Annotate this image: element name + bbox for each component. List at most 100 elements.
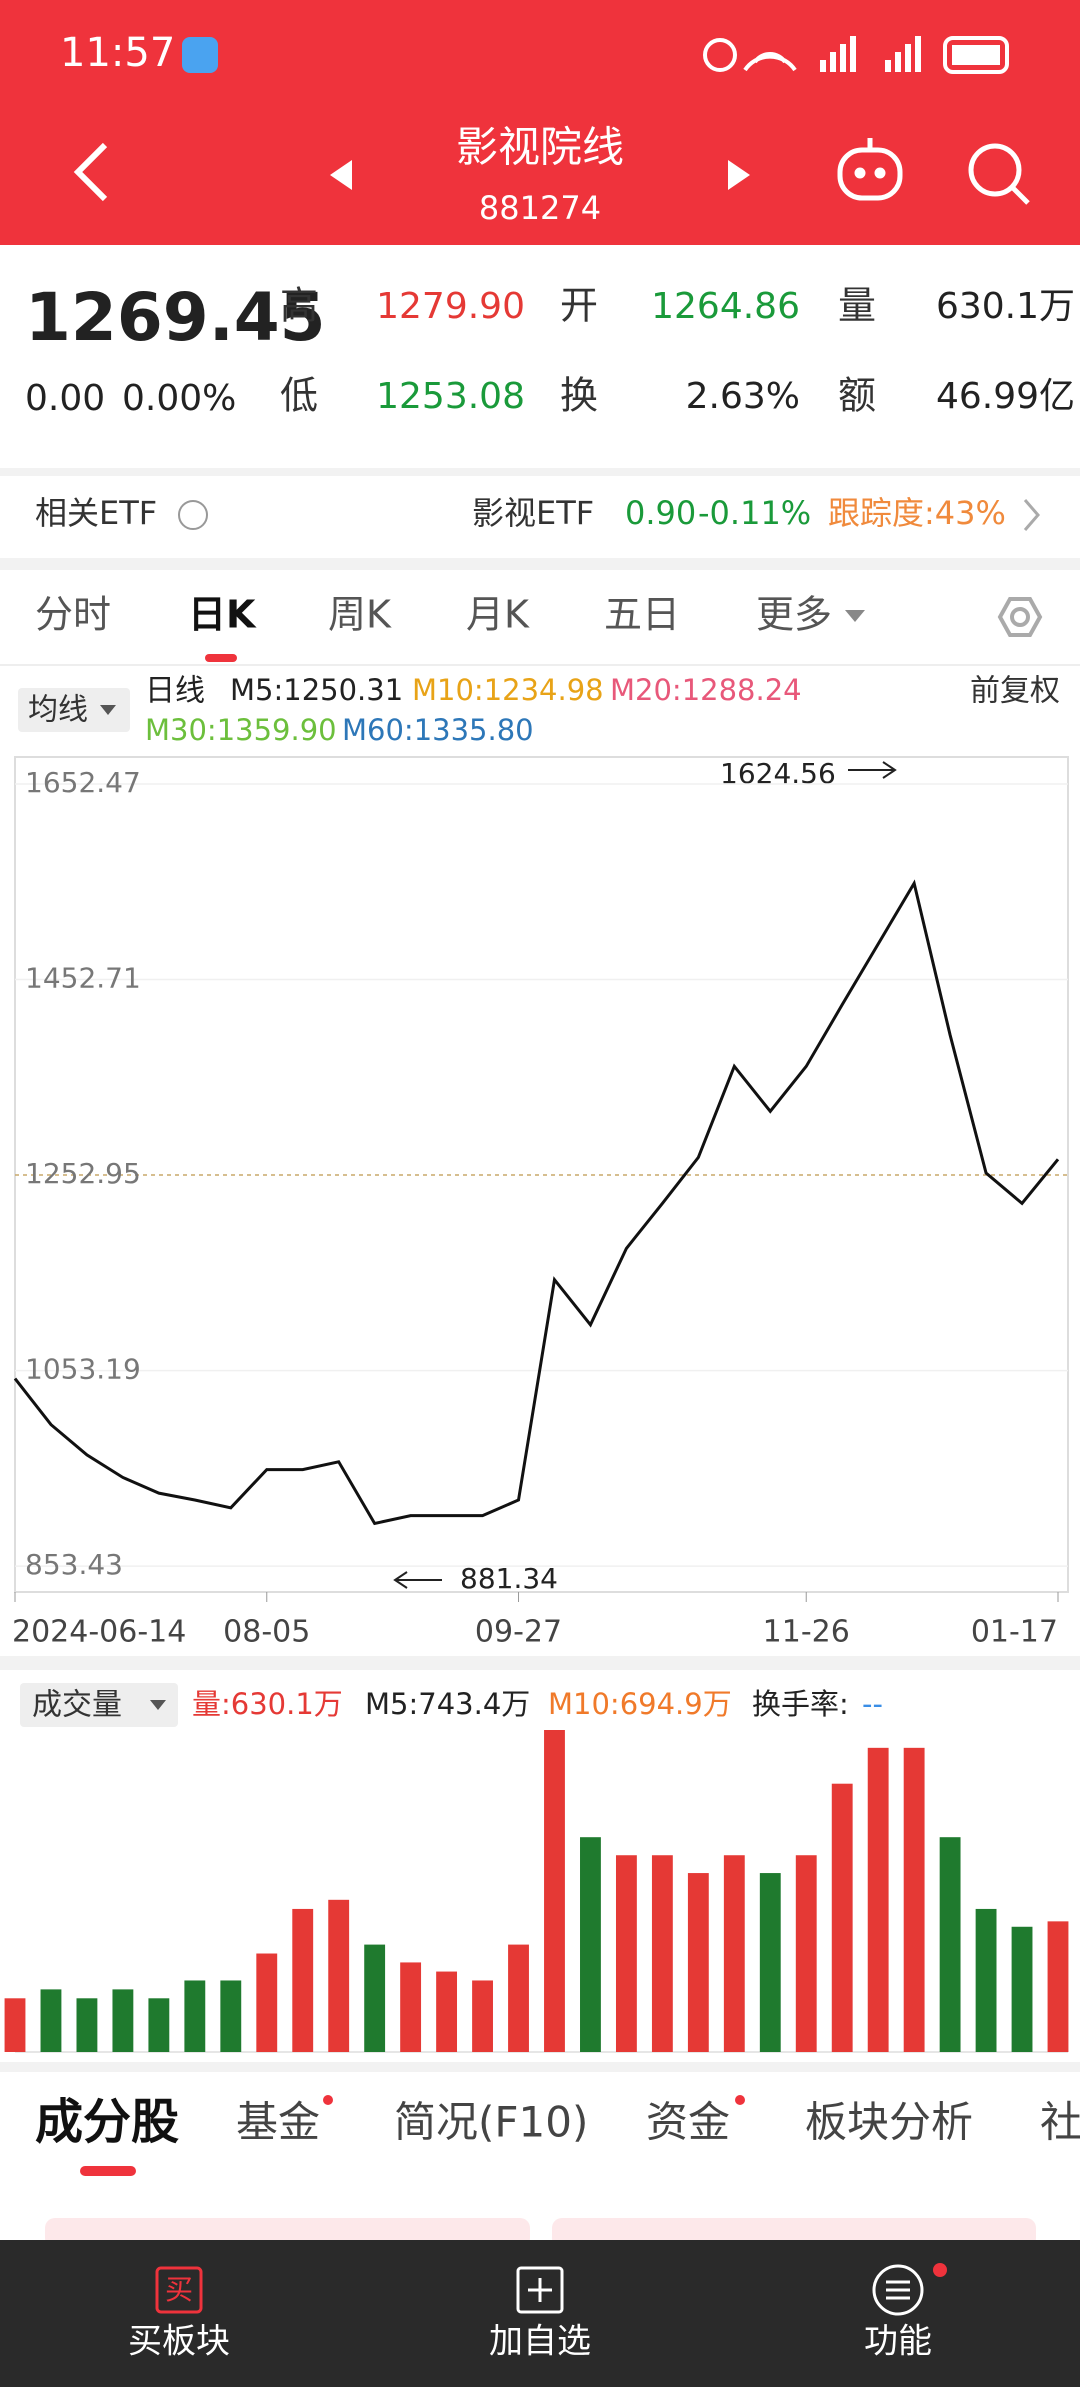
y-tick-label: 1053.19 (25, 1353, 141, 1386)
bottom-tab[interactable]: 板块分析 (805, 2098, 973, 2147)
dropdown-icon (845, 610, 865, 622)
divider (0, 2062, 1080, 2072)
volume-bar (903, 1747, 925, 2052)
change-pct: 0.00% (122, 378, 236, 419)
robot-button[interactable] (837, 138, 903, 201)
y-tick-label: 853.43 (25, 1548, 123, 1581)
badge (323, 2095, 333, 2105)
adjust-label[interactable]: 前复权 (970, 674, 1060, 709)
settings-icon[interactable] (997, 597, 1043, 637)
volume-bar (328, 1899, 350, 2052)
volume-legend-item: 换手率: (752, 1687, 849, 1721)
badge (933, 2263, 947, 2277)
search-button[interactable] (968, 143, 1030, 205)
add-icon (516, 2266, 564, 2314)
volume-bar (544, 1730, 565, 2052)
etf-tracking: 跟踪度:43% (828, 494, 1006, 532)
volume-legend-item: M5:743.4万 (365, 1687, 530, 1721)
volume-bar (759, 1873, 781, 2052)
volume-bar (364, 1944, 386, 2052)
field-label: 高 (280, 284, 318, 328)
etf-label: 相关ETF (35, 494, 157, 532)
volume-bar (615, 1855, 637, 2052)
field-label: 额 (838, 374, 876, 418)
x-tick-label: 08-05 (223, 1615, 310, 1650)
ma-item: M20:1288.24 (610, 673, 802, 707)
status-icons (703, 36, 1009, 74)
field-label: 换 (560, 374, 598, 418)
bottom-tab[interactable]: 基金 (236, 2098, 320, 2147)
buy-icon (155, 2266, 203, 2314)
ma-item: M60:1335.80 (342, 713, 534, 747)
nav-item[interactable]: 加自选 (489, 2322, 591, 2362)
volume-bar (939, 1837, 961, 2052)
volume-bar (4, 1998, 26, 2052)
divider (0, 558, 1080, 570)
field-value: 2.63% (686, 376, 800, 417)
menu-icon (872, 2264, 924, 2316)
volume-bar (436, 1971, 458, 2052)
ma-selector[interactable] (18, 688, 130, 732)
volume-bar (472, 1980, 493, 2052)
volume-bar (831, 1783, 853, 2052)
volume-bar (867, 1747, 889, 2052)
nav-item[interactable]: 功能 (864, 2322, 932, 2362)
period-tab[interactable]: 日K (188, 593, 257, 637)
title: 影视院线 (456, 123, 624, 172)
volume-bar (184, 1980, 206, 2052)
back-button[interactable] (73, 142, 108, 202)
period-tab[interactable]: 周K (328, 593, 392, 637)
code: 881274 (479, 189, 601, 227)
prev-button[interactable] (330, 160, 352, 190)
period-tab[interactable]: 更多 (756, 593, 832, 637)
min-annotation: 881.34 (460, 1562, 558, 1595)
field-value: 1279.90 (376, 286, 525, 327)
volume-bar (112, 1989, 134, 2052)
chevron[interactable] (1023, 499, 1040, 531)
volume-bar (508, 1944, 529, 2052)
volume-bar (256, 1953, 278, 2052)
volume-selector[interactable] (20, 1683, 178, 1727)
etf-name[interactable]: 影视ETF (472, 494, 594, 532)
period-tab[interactable]: 五日 (604, 593, 680, 637)
volume-bar (687, 1873, 709, 2052)
tab-indicator (80, 2166, 136, 2176)
dropdown-icon (100, 705, 116, 715)
bottom-tab[interactable]: 社 (1040, 2098, 1080, 2147)
header-bg (0, 0, 1080, 245)
volume-bar (1047, 1921, 1069, 2052)
tab-indicator (205, 654, 237, 662)
volume-bar (400, 1962, 422, 2052)
bottom-tab[interactable]: 简况(F10) (394, 2098, 588, 2147)
period-tab[interactable]: 月K (466, 593, 530, 637)
field-value: 1253.08 (376, 376, 525, 417)
ma-item: M10:1234.98 (412, 673, 604, 707)
x-tick-label: 11-26 (763, 1615, 850, 1650)
field-value: 630.1万 (936, 286, 1075, 327)
change: 0.00 (25, 378, 105, 419)
field-label: 低 (280, 374, 318, 418)
volume-bar (76, 1998, 98, 2052)
bottom-tab[interactable]: 资金 (646, 2098, 730, 2147)
status-icon (182, 37, 218, 73)
volume-bar (651, 1855, 673, 2052)
y-tick-label: 1452.71 (25, 961, 141, 994)
field-label: 开 (560, 284, 598, 328)
volume-legend-item: 量:630.1万 (192, 1687, 343, 1721)
nav-item[interactable]: 买板块 (128, 2322, 230, 2362)
help-icon[interactable] (178, 500, 208, 530)
x-tick-label: 01-17 (971, 1615, 1058, 1650)
volume-bar (1011, 1926, 1033, 2052)
volume-bar (220, 1980, 242, 2052)
field-label: 量 (838, 284, 876, 328)
field-value: 46.99亿 (936, 376, 1075, 417)
volume-legend-item: -- (862, 1687, 883, 1721)
volume-bar (975, 1908, 997, 2052)
volume-bar (292, 1908, 314, 2052)
next-button[interactable] (728, 160, 750, 190)
bottom-tab[interactable]: 成分股 (35, 2094, 179, 2150)
volume-bar (148, 1998, 170, 2052)
period-tab[interactable]: 分时 (35, 593, 111, 637)
divider (0, 468, 1080, 476)
